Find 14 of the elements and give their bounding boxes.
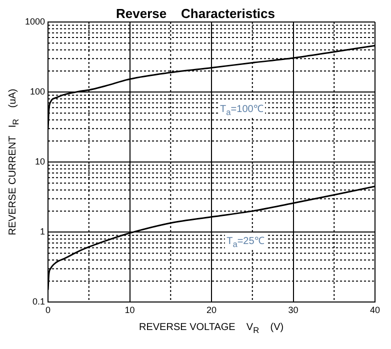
annotation: T$_{a}$=25℃ — [224, 232, 266, 249]
y-tick-label: 1 — [40, 226, 46, 237]
chart-title: Reverse Characteristics — [116, 6, 275, 21]
x-tick-label: 30 — [288, 305, 298, 316]
x-tick-label: 0 — [46, 305, 51, 316]
text: REVERSE VOLTAGE V$_{R}$ (V) — [139, 322, 284, 335]
y-tick-label: 1000 — [24, 16, 46, 26]
y-tick-label: 10 — [35, 156, 46, 167]
x-tick-label: 40 — [370, 305, 380, 316]
x-tick-label: 10 — [124, 305, 135, 316]
annotation: T$_{a}$=100℃ — [218, 100, 266, 117]
x-tick-label: 20 — [206, 305, 217, 316]
y-tick-label: 0.1 — [32, 296, 46, 307]
y-tick-label: 100 — [30, 86, 46, 97]
